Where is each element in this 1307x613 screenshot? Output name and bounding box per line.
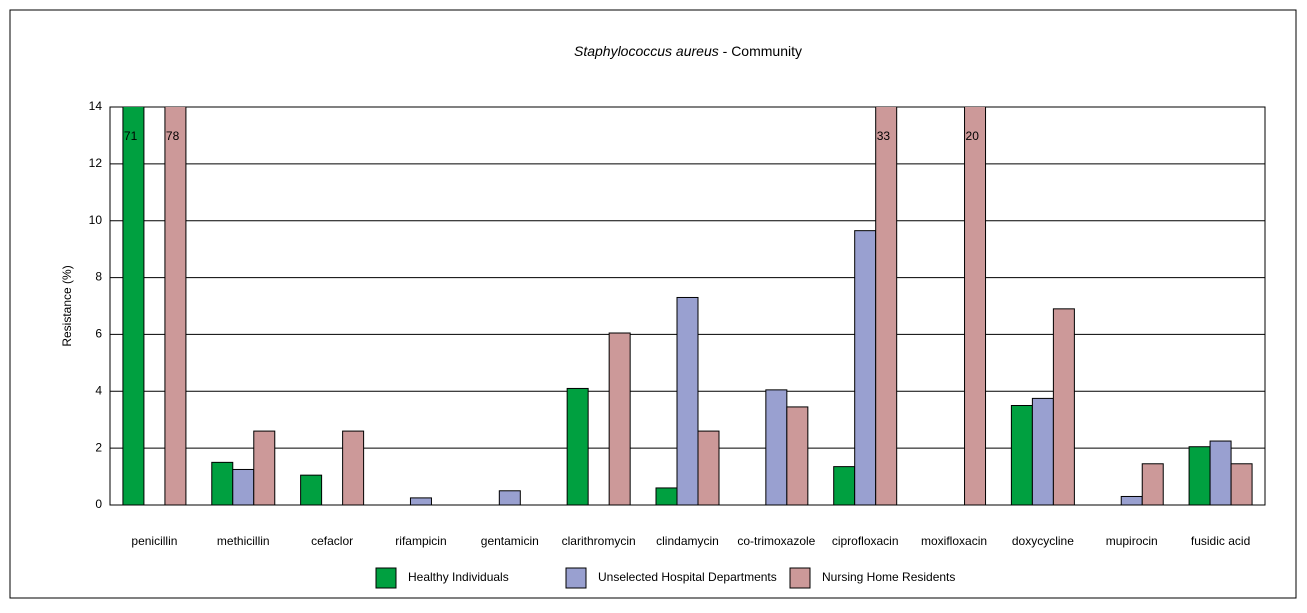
bar <box>498 490 521 505</box>
x-tick-label: clindamycin <box>656 534 719 548</box>
bar <box>164 107 187 505</box>
bar <box>875 107 898 505</box>
chart-title: Staphylococcus aureus - Community <box>574 43 802 59</box>
bar <box>1188 446 1211 505</box>
y-tick-label: 4 <box>95 383 102 397</box>
legend-label: Healthy Individuals <box>408 570 509 584</box>
bar <box>232 468 255 505</box>
y-tick-label: 8 <box>95 270 102 284</box>
x-tick-label: fusidic acid <box>1191 534 1250 548</box>
x-tick-label: clarithromycin <box>562 534 636 548</box>
x-tick-label: ciprofloxacin <box>832 534 899 548</box>
bar <box>765 389 788 505</box>
y-tick-label: 14 <box>89 99 103 113</box>
x-tick-label: penicillin <box>131 534 177 548</box>
bar <box>566 387 589 505</box>
bar <box>409 497 432 505</box>
data-label: 33 <box>877 129 891 143</box>
legend-label: Nursing Home Residents <box>822 570 955 584</box>
data-label: 78 <box>166 129 180 143</box>
bar <box>1120 495 1143 505</box>
bar <box>655 487 678 505</box>
bar <box>1031 397 1054 505</box>
y-axis-label: Resistance (%) <box>60 265 74 346</box>
bar <box>1141 463 1164 505</box>
bar <box>964 107 987 505</box>
bar <box>122 107 145 505</box>
y-tick-label: 0 <box>95 497 102 511</box>
x-tick-label: cefaclor <box>311 534 353 548</box>
x-tick-label: mupirocin <box>1106 534 1158 548</box>
title-setting: - Community <box>723 43 802 59</box>
x-tick-label: moxifloxacin <box>921 534 987 548</box>
bar <box>833 466 856 505</box>
y-tick-label: 10 <box>89 213 103 227</box>
bars <box>122 107 1253 505</box>
bar <box>1230 463 1253 505</box>
bar <box>342 430 365 505</box>
bar <box>1209 440 1232 505</box>
bar <box>676 296 699 505</box>
x-tick-label: rifampicin <box>395 534 446 548</box>
x-tick-label: co-trimoxazole <box>737 534 815 548</box>
title-organism: Staphylococcus aureus <box>574 43 719 59</box>
bar <box>1010 405 1033 505</box>
data-label: 20 <box>966 129 980 143</box>
x-tick-label: gentamicin <box>481 534 539 548</box>
legend-label: Unselected Hospital Departments <box>598 570 777 584</box>
legend-swatch <box>565 567 587 589</box>
bar <box>608 332 631 505</box>
data-label: 71 <box>124 129 138 143</box>
bar <box>253 430 276 505</box>
x-tick-label: methicillin <box>217 534 270 548</box>
y-tick-label: 2 <box>95 440 102 454</box>
bar <box>1052 308 1075 505</box>
bar <box>300 474 323 505</box>
y-tick-label: 12 <box>89 156 103 170</box>
bar <box>211 461 234 505</box>
bar <box>697 430 720 505</box>
bar <box>854 230 877 505</box>
chart-border <box>9 9 1297 599</box>
legend-swatch <box>375 567 397 589</box>
bar <box>786 406 809 505</box>
x-tick-label: doxycycline <box>1012 534 1074 548</box>
legend-swatch <box>789 567 811 589</box>
y-tick-label: 6 <box>95 327 102 341</box>
